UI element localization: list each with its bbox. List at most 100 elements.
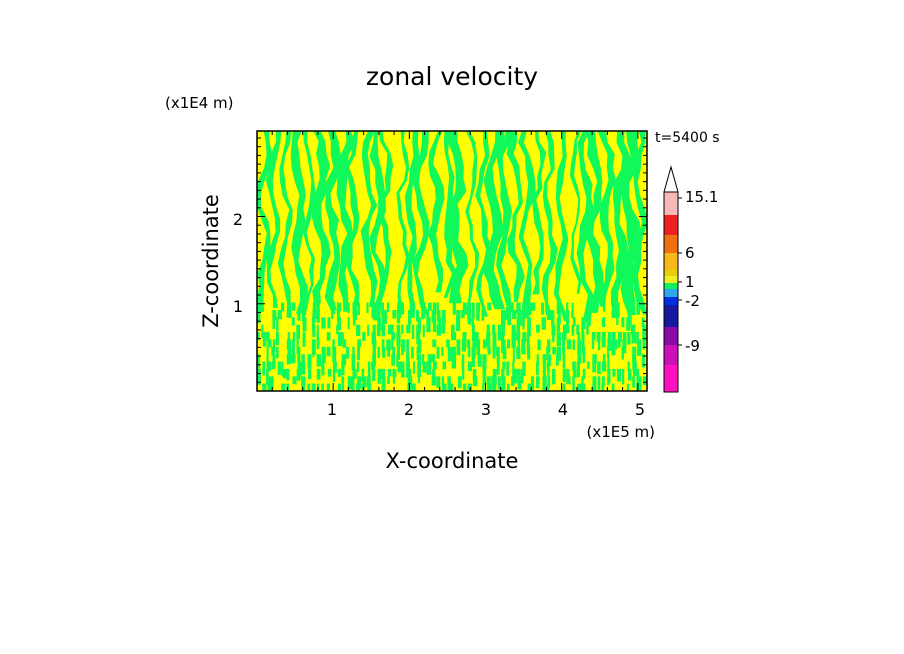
field-cell: [577, 383, 582, 391]
field-cell: [482, 339, 487, 349]
field-cell: [601, 361, 607, 372]
field-cell: [517, 376, 522, 390]
field-cell: [357, 339, 361, 347]
field-cell: [447, 383, 452, 391]
field-cell: [621, 368, 625, 385]
field-cell: [551, 317, 554, 327]
field-cell: [371, 332, 376, 345]
field-cell: [541, 317, 546, 330]
field-cell: [481, 310, 485, 321]
x-tick-labels: 1 2 3 4 5: [327, 400, 645, 419]
field-cell: [287, 332, 290, 346]
field-cell: [312, 346, 315, 358]
field-cell: [387, 346, 390, 357]
field-cell: [352, 302, 357, 315]
field-cell: [291, 302, 296, 311]
field-cell: [286, 354, 292, 365]
field-cell: [392, 346, 396, 359]
field-cell: [431, 376, 436, 386]
field-cell: [636, 332, 639, 344]
field-cell: [388, 324, 393, 335]
field-cell: [366, 376, 371, 387]
velocity-field: [257, 131, 647, 391]
colorbar-segment: [664, 235, 678, 253]
colorbar-segment: [664, 276, 678, 283]
field-cell: [286, 339, 292, 350]
field-cell: [637, 376, 642, 391]
x-tick-label: 4: [558, 400, 568, 419]
field-cell: [531, 302, 536, 311]
field-cell: [487, 302, 492, 311]
field-streak: [518, 131, 536, 319]
y-axis-label: Z-coordinate: [199, 194, 223, 328]
field-cell: [573, 317, 576, 327]
x-axis-label: X-coordinate: [386, 449, 519, 473]
field-cell: [277, 310, 282, 320]
field-cell: [257, 310, 261, 324]
field-cell: [321, 317, 326, 329]
field-cell: [447, 346, 452, 362]
field-cell: [546, 310, 551, 320]
field-cell: [432, 317, 437, 332]
field-cell: [466, 339, 471, 348]
field-cell: [416, 310, 419, 322]
plot-frame: [256, 130, 648, 392]
field-cell: [321, 383, 324, 391]
field-cell: [511, 339, 516, 348]
field-cell: [536, 354, 539, 366]
field-cell: [451, 354, 457, 369]
field-cell: [393, 332, 396, 341]
y-tick-labels: 1 2: [233, 210, 243, 316]
field-cell: [386, 339, 391, 351]
field-cell: [497, 332, 502, 341]
field-cell: [416, 324, 420, 338]
field-cell: [426, 310, 429, 321]
field-cell: [612, 339, 618, 350]
field-cell: [316, 354, 321, 367]
colorbar-cap: [663, 165, 679, 193]
field-cell: [377, 317, 382, 331]
field-cell: [352, 346, 355, 357]
field-cell: [547, 383, 550, 391]
field-cell: [497, 324, 502, 335]
field-cell: [641, 302, 645, 311]
field-cell: [487, 346, 491, 355]
field-cell: [482, 354, 487, 370]
field-cell: [501, 324, 505, 337]
field-cell: [436, 302, 439, 315]
field-cell: [281, 302, 285, 312]
field-cell: [552, 376, 556, 384]
field-cell: [281, 361, 284, 377]
x-tick-label: 1: [327, 400, 337, 419]
y-tick-label: 2: [233, 210, 243, 229]
field-cell: [281, 383, 286, 391]
field-cell: [417, 317, 421, 333]
field-cell: [442, 383, 447, 391]
field-cell: [411, 383, 416, 391]
field-cell: [372, 324, 376, 338]
field-cell: [542, 361, 546, 375]
field-cell: [607, 376, 610, 385]
x-tick-label: 3: [481, 400, 491, 419]
field-cell: [377, 368, 382, 379]
field-cell: [387, 368, 392, 377]
field-cell: [492, 332, 497, 349]
field-cell: [507, 339, 511, 349]
field-cell: [342, 339, 347, 348]
field-cell: [381, 376, 386, 391]
field-cell: [352, 317, 356, 326]
field-cell: [631, 332, 637, 344]
field-cell: [367, 361, 371, 378]
field-cell: [292, 339, 295, 356]
field-cell: [382, 368, 385, 381]
field-cell: [296, 339, 299, 354]
field-cell: [451, 346, 456, 356]
field-cell: [401, 346, 404, 356]
field-cell: [461, 339, 466, 352]
field-cell: [377, 376, 381, 384]
field-cell: [326, 332, 331, 341]
field-cell: [401, 361, 405, 376]
field-cell: [437, 310, 441, 322]
field-cell: [512, 346, 515, 363]
field-cell: [417, 354, 422, 364]
